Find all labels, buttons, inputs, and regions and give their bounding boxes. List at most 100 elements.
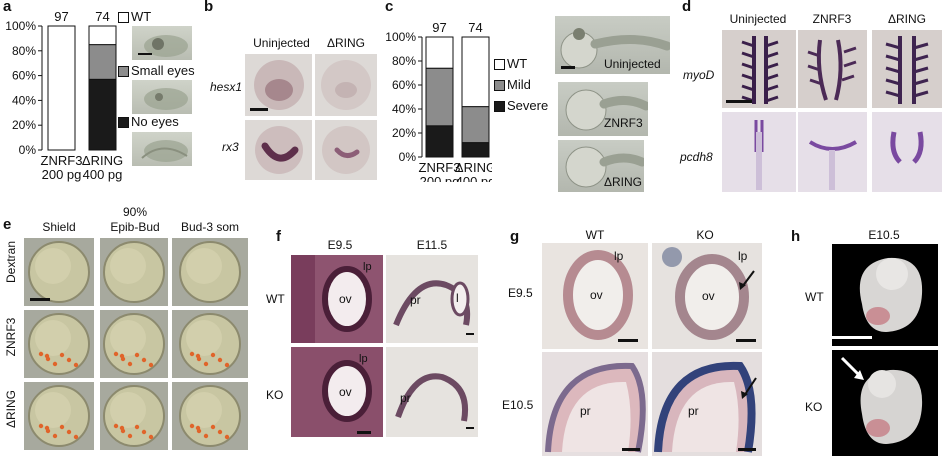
chart-a-count-label: 97 bbox=[54, 9, 68, 24]
e-dring-shield-image bbox=[24, 382, 94, 450]
legend-a-small-eyes: Small eyes bbox=[131, 63, 195, 78]
zebrafish-znrf3-label: ZNRF3 bbox=[604, 116, 643, 130]
zebrafish-dring-label: ΔRING bbox=[604, 175, 643, 189]
f-ko-e95-section-image: lp ov bbox=[291, 347, 383, 437]
legend-c-wt-swatch bbox=[494, 59, 505, 70]
pcdh8-dring-image bbox=[872, 112, 942, 192]
chart-c-bar-severe bbox=[461, 142, 490, 158]
hesx1-dring-image bbox=[315, 54, 377, 116]
zebrafish-uninjected-label: Uninjected bbox=[604, 57, 661, 71]
panel-e-row-znrf3: ZNRF3 bbox=[4, 317, 18, 357]
chart-c-y-tick-label: 100% bbox=[385, 30, 416, 44]
chart-c-category-label: ZNRF3 bbox=[419, 160, 461, 175]
chart-a-y-tick-label: 20% bbox=[12, 118, 36, 132]
chart-a-category-label: 200 pg bbox=[42, 167, 82, 182]
chart-a-y-tick-label: 60% bbox=[12, 69, 36, 83]
panel-f-row-ko: KO bbox=[266, 388, 284, 402]
chart-c-category-label: 400 pg bbox=[456, 174, 492, 182]
g-ko-e95-section-image: lp ov bbox=[652, 243, 762, 349]
zebrafish-head-no-eyes-image bbox=[132, 132, 192, 166]
panel-b-row-hesx1: hesx1 bbox=[210, 80, 243, 94]
g-ko-e95-lp: lp bbox=[738, 249, 748, 263]
panel-label-h: h bbox=[791, 228, 801, 245]
zebrafish-head-small-eyes-image bbox=[132, 80, 192, 114]
chart-c-y-tick-label: 40% bbox=[392, 102, 416, 116]
pcdh8-uninjected-image bbox=[722, 112, 796, 192]
chart-c-bar-wt bbox=[425, 36, 454, 69]
legend-c-mild-swatch bbox=[494, 80, 505, 91]
g-wt-e95-lp: lp bbox=[614, 249, 624, 263]
chart-a-category-label: ZNRF3 bbox=[41, 153, 83, 168]
panel-label-f: f bbox=[276, 228, 281, 245]
panel-e-col-shield: Shield bbox=[42, 220, 76, 234]
g-wt-e105-section-image: pr bbox=[542, 352, 648, 456]
chart-c-y-tick-label: 0% bbox=[399, 150, 417, 164]
panel-label-b: b bbox=[204, 0, 214, 15]
zebrafish-znrf3-image bbox=[558, 82, 648, 136]
chart-c-category-label: 200 pg bbox=[420, 174, 460, 182]
myod-uninjected-image bbox=[722, 30, 796, 108]
chart-a-y-tick-label: 100% bbox=[5, 19, 36, 33]
hesx1-uninjected-image bbox=[245, 54, 312, 116]
zebrafish-dring-image bbox=[558, 140, 644, 192]
e-dextran-epib-bud-image bbox=[100, 238, 168, 306]
rx3-dring-image bbox=[315, 120, 377, 180]
panel-e-col-epib-bud: Epib-Bud bbox=[110, 220, 160, 234]
f-wt-e95-ov: ov bbox=[339, 292, 352, 306]
panel-e-col-bud3som: Bud-3 som bbox=[180, 220, 240, 234]
h-wt-embryo-image bbox=[832, 244, 938, 346]
zebrafish-head-wt-image bbox=[132, 26, 192, 60]
zebrafish-uninjected-image bbox=[555, 16, 670, 74]
g-wt-e95-section-image: lp ov bbox=[542, 243, 648, 349]
f-wt-e95-section-image: lp ov bbox=[291, 255, 383, 343]
e-dring-epib-bud-image bbox=[100, 382, 168, 450]
chart-a-y-tick-label: 80% bbox=[12, 44, 36, 58]
panel-label-c: c bbox=[385, 0, 394, 15]
panel-g-col-wt: WT bbox=[585, 228, 605, 242]
panel-e-row-dextran: Dextran bbox=[4, 240, 18, 284]
legend-a-small-swatch bbox=[118, 66, 129, 77]
chart-c-category-label: ΔRING bbox=[455, 160, 492, 175]
chart-a-category-label: 400 pg bbox=[83, 167, 123, 182]
panel-f-col-e115: E11.5 bbox=[416, 238, 448, 252]
legend-c-severe-swatch bbox=[494, 101, 505, 112]
g-wt-e105-pr: pr bbox=[580, 404, 591, 418]
f-wt-e95-lp: lp bbox=[363, 261, 372, 273]
panel-label-d: d bbox=[682, 0, 692, 15]
e-znrf3-bud3som-image bbox=[172, 310, 248, 378]
chart-a-count-label: 74 bbox=[95, 9, 109, 24]
legend-a-wt: WT bbox=[131, 9, 152, 24]
chart-c-bar-wt bbox=[461, 36, 490, 108]
chart-a-y-tick-label: 40% bbox=[12, 93, 36, 107]
panel-d-col-znrf3: ZNRF3 bbox=[812, 12, 852, 26]
f-ko-e95-lp: lp bbox=[359, 353, 368, 365]
e-dextran-shield-image bbox=[24, 238, 94, 306]
chart-a-bar-small-eyes bbox=[88, 44, 117, 80]
f-wt-e115-pr: pr bbox=[410, 293, 421, 307]
panel-e-header-90: 90% bbox=[122, 205, 148, 219]
legend-c-mild: Mild bbox=[507, 77, 531, 92]
g-ko-e105-section-image: pr bbox=[652, 352, 762, 456]
e-dring-bud3som-image bbox=[172, 382, 248, 450]
chart-c-count-label: 97 bbox=[432, 20, 446, 35]
panel-g-row-e105: E10.5 bbox=[502, 398, 534, 412]
panel-b-row-rx3: rx3 bbox=[222, 140, 239, 154]
panel-label-g: g bbox=[510, 228, 520, 245]
panel-d-row-pcdh8: pcdh8 bbox=[680, 150, 713, 164]
chart-c-y-tick-label: 60% bbox=[392, 78, 416, 92]
myod-dring-image bbox=[872, 30, 942, 108]
panel-label-e: e bbox=[3, 216, 12, 233]
panel-d-col-dring: ΔRING bbox=[887, 12, 926, 26]
f-ko-e115-section-image: pr bbox=[386, 347, 478, 437]
chart-c-y-tick-label: 20% bbox=[392, 126, 416, 140]
e-znrf3-epib-bud-image bbox=[100, 310, 168, 378]
legend-a-none-swatch bbox=[118, 117, 129, 128]
g-ko-e105-pr: pr bbox=[688, 404, 699, 418]
panel-d-col-uninjected: Uninjected bbox=[729, 12, 787, 26]
chart-c-bar-mild bbox=[425, 67, 454, 127]
legend-a-wt-swatch bbox=[118, 12, 129, 23]
panel-b-col-uninjected: Uninjected bbox=[253, 36, 310, 50]
chart-c-bar-severe bbox=[425, 125, 454, 158]
